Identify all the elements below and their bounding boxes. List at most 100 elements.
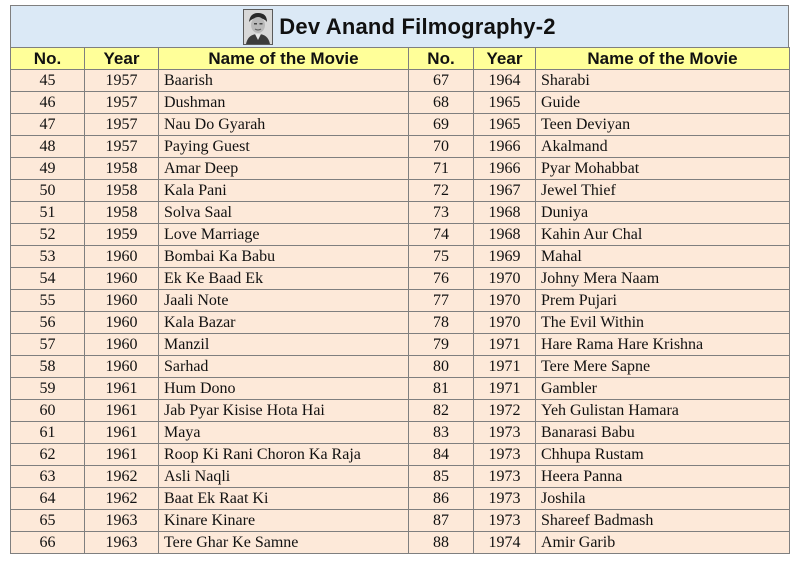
cell-movie-name: Chhupa Rustam [535, 443, 790, 466]
cell-movie-name: Joshila [535, 487, 790, 510]
header-row: No. Year Name of the Movie No. Year Name… [10, 47, 790, 70]
cell-movie-name: Dushman [158, 91, 409, 114]
cell-number: 62 [10, 443, 85, 466]
cell-number: 65 [10, 509, 85, 532]
table-row: 55 1960 Jaali Note 77 1970 Prem Pujari [10, 289, 790, 312]
film-rows: 45 1957 Baarish 67 1964 Sharabi 46 1957 Dushman 6… [10, 69, 790, 554]
table-row: 51 1958 Solva Saal 73 1968 Duniya [10, 201, 790, 224]
table-row: 50 1958 Kala Pani 72 1967 Jewel Thief [10, 179, 790, 202]
cell-movie-name: Love Marriage [158, 223, 409, 246]
cell-number: 73 [408, 201, 474, 224]
column-header-movie-name: Name of the Movie [535, 47, 790, 70]
cell-year: 1958 [84, 157, 159, 180]
column-header-movie-name: Name of the Movie [158, 47, 409, 70]
cell-movie-name: Nau Do Gyarah [158, 113, 409, 136]
cell-movie-name: Duniya [535, 201, 790, 224]
cell-year: 1960 [84, 333, 159, 356]
table-row: 62 1961 Roop Ki Rani Choron Ka Raja 84 1973 C… [10, 443, 790, 466]
cell-year: 1973 [473, 487, 536, 510]
cell-year: 1967 [473, 179, 536, 202]
table-row: 46 1957 Dushman 68 1965 Guide [10, 91, 790, 114]
cell-number: 59 [10, 377, 85, 400]
cell-year: 1963 [84, 531, 159, 554]
cell-movie-name: Jab Pyar Kisise Hota Hai [158, 399, 409, 422]
cell-number: 82 [408, 399, 474, 422]
cell-movie-name: Baat Ek Raat Ki [158, 487, 409, 510]
cell-number: 61 [10, 421, 85, 444]
cell-year: 1960 [84, 311, 159, 334]
page-title: Dev Anand Filmography-2 [279, 13, 556, 39]
cell-year: 1957 [84, 91, 159, 114]
cell-year: 1958 [84, 179, 159, 202]
column-header-year: Year [84, 47, 159, 70]
cell-number: 45 [10, 69, 85, 92]
cell-number: 51 [10, 201, 85, 224]
cell-movie-name: Bombai Ka Babu [158, 245, 409, 268]
cell-number: 48 [10, 135, 85, 158]
column-header-number: No. [408, 47, 474, 70]
table-row: 48 1957 Paying Guest 70 1966 Akalmand [10, 135, 790, 158]
cell-movie-name: Asli Naqli [158, 465, 409, 488]
cell-number: 75 [408, 245, 474, 268]
column-header-year: Year [473, 47, 536, 70]
cell-number: 68 [408, 91, 474, 114]
cell-year: 1957 [84, 113, 159, 136]
cell-year: 1962 [84, 487, 159, 510]
cell-number: 54 [10, 267, 85, 290]
cell-number: 83 [408, 421, 474, 444]
table-row: 61 1961 Maya 83 1973 Banarasi Babu [10, 421, 790, 444]
cell-movie-name: Manzil [158, 333, 409, 356]
cell-number: 72 [408, 179, 474, 202]
cell-number: 70 [408, 135, 474, 158]
cell-number: 84 [408, 443, 474, 466]
cell-movie-name: Hum Dono [158, 377, 409, 400]
cell-year: 1961 [84, 377, 159, 400]
cell-year: 1973 [473, 421, 536, 444]
cell-number: 49 [10, 157, 85, 180]
cell-number: 53 [10, 245, 85, 268]
cell-number: 50 [10, 179, 85, 202]
cell-number: 76 [408, 267, 474, 290]
cell-movie-name: Kala Bazar [158, 311, 409, 334]
cell-year: 1959 [84, 223, 159, 246]
filmography-sheet: Dev Anand Filmography-2 No. Year Name of… [10, 5, 790, 554]
table-row: 60 1961 Jab Pyar Kisise Hota Hai 82 1972 Yeh … [10, 399, 790, 422]
cell-movie-name: Ek Ke Baad Ek [158, 267, 409, 290]
cell-year: 1968 [473, 201, 536, 224]
table-row: 65 1963 Kinare Kinare 87 1973 Shareef Badmash [10, 509, 790, 532]
cell-year: 1961 [84, 399, 159, 422]
table-row: 52 1959 Love Marriage 74 1968 Kahin Aur Chal [10, 223, 790, 246]
cell-movie-name: Roop Ki Rani Choron Ka Raja [158, 443, 409, 466]
cell-number: 74 [408, 223, 474, 246]
cell-number: 63 [10, 465, 85, 488]
cell-movie-name: Solva Saal [158, 201, 409, 224]
cell-number: 67 [408, 69, 474, 92]
cell-year: 1961 [84, 421, 159, 444]
cell-year: 1965 [473, 91, 536, 114]
cell-year: 1964 [473, 69, 536, 92]
cell-movie-name: Guide [535, 91, 790, 114]
cell-number: 56 [10, 311, 85, 334]
title-bar: Dev Anand Filmography-2 [10, 5, 789, 47]
table-row: 57 1960 Manzil 79 1971 Hare Rama Hare Krishna [10, 333, 790, 356]
cell-year: 1971 [473, 377, 536, 400]
cell-number: 57 [10, 333, 85, 356]
cell-year: 1971 [473, 355, 536, 378]
cell-number: 64 [10, 487, 85, 510]
table-row: 64 1962 Baat Ek Raat Ki 86 1973 Joshila [10, 487, 790, 510]
cell-movie-name: Amar Deep [158, 157, 409, 180]
cell-movie-name: Kahin Aur Chal [535, 223, 790, 246]
cell-number: 77 [408, 289, 474, 312]
cell-year: 1970 [473, 267, 536, 290]
cell-year: 1966 [473, 135, 536, 158]
cell-year: 1970 [473, 311, 536, 334]
cell-year: 1960 [84, 289, 159, 312]
cell-year: 1961 [84, 443, 159, 466]
cell-year: 1960 [84, 267, 159, 290]
cell-movie-name: Baarish [158, 69, 409, 92]
cell-movie-name: Jewel Thief [535, 179, 790, 202]
cell-movie-name: Kinare Kinare [158, 509, 409, 532]
cell-number: 69 [408, 113, 474, 136]
cell-number: 79 [408, 333, 474, 356]
table-row: 54 1960 Ek Ke Baad Ek 76 1970 Johny Mera Naam [10, 267, 790, 290]
